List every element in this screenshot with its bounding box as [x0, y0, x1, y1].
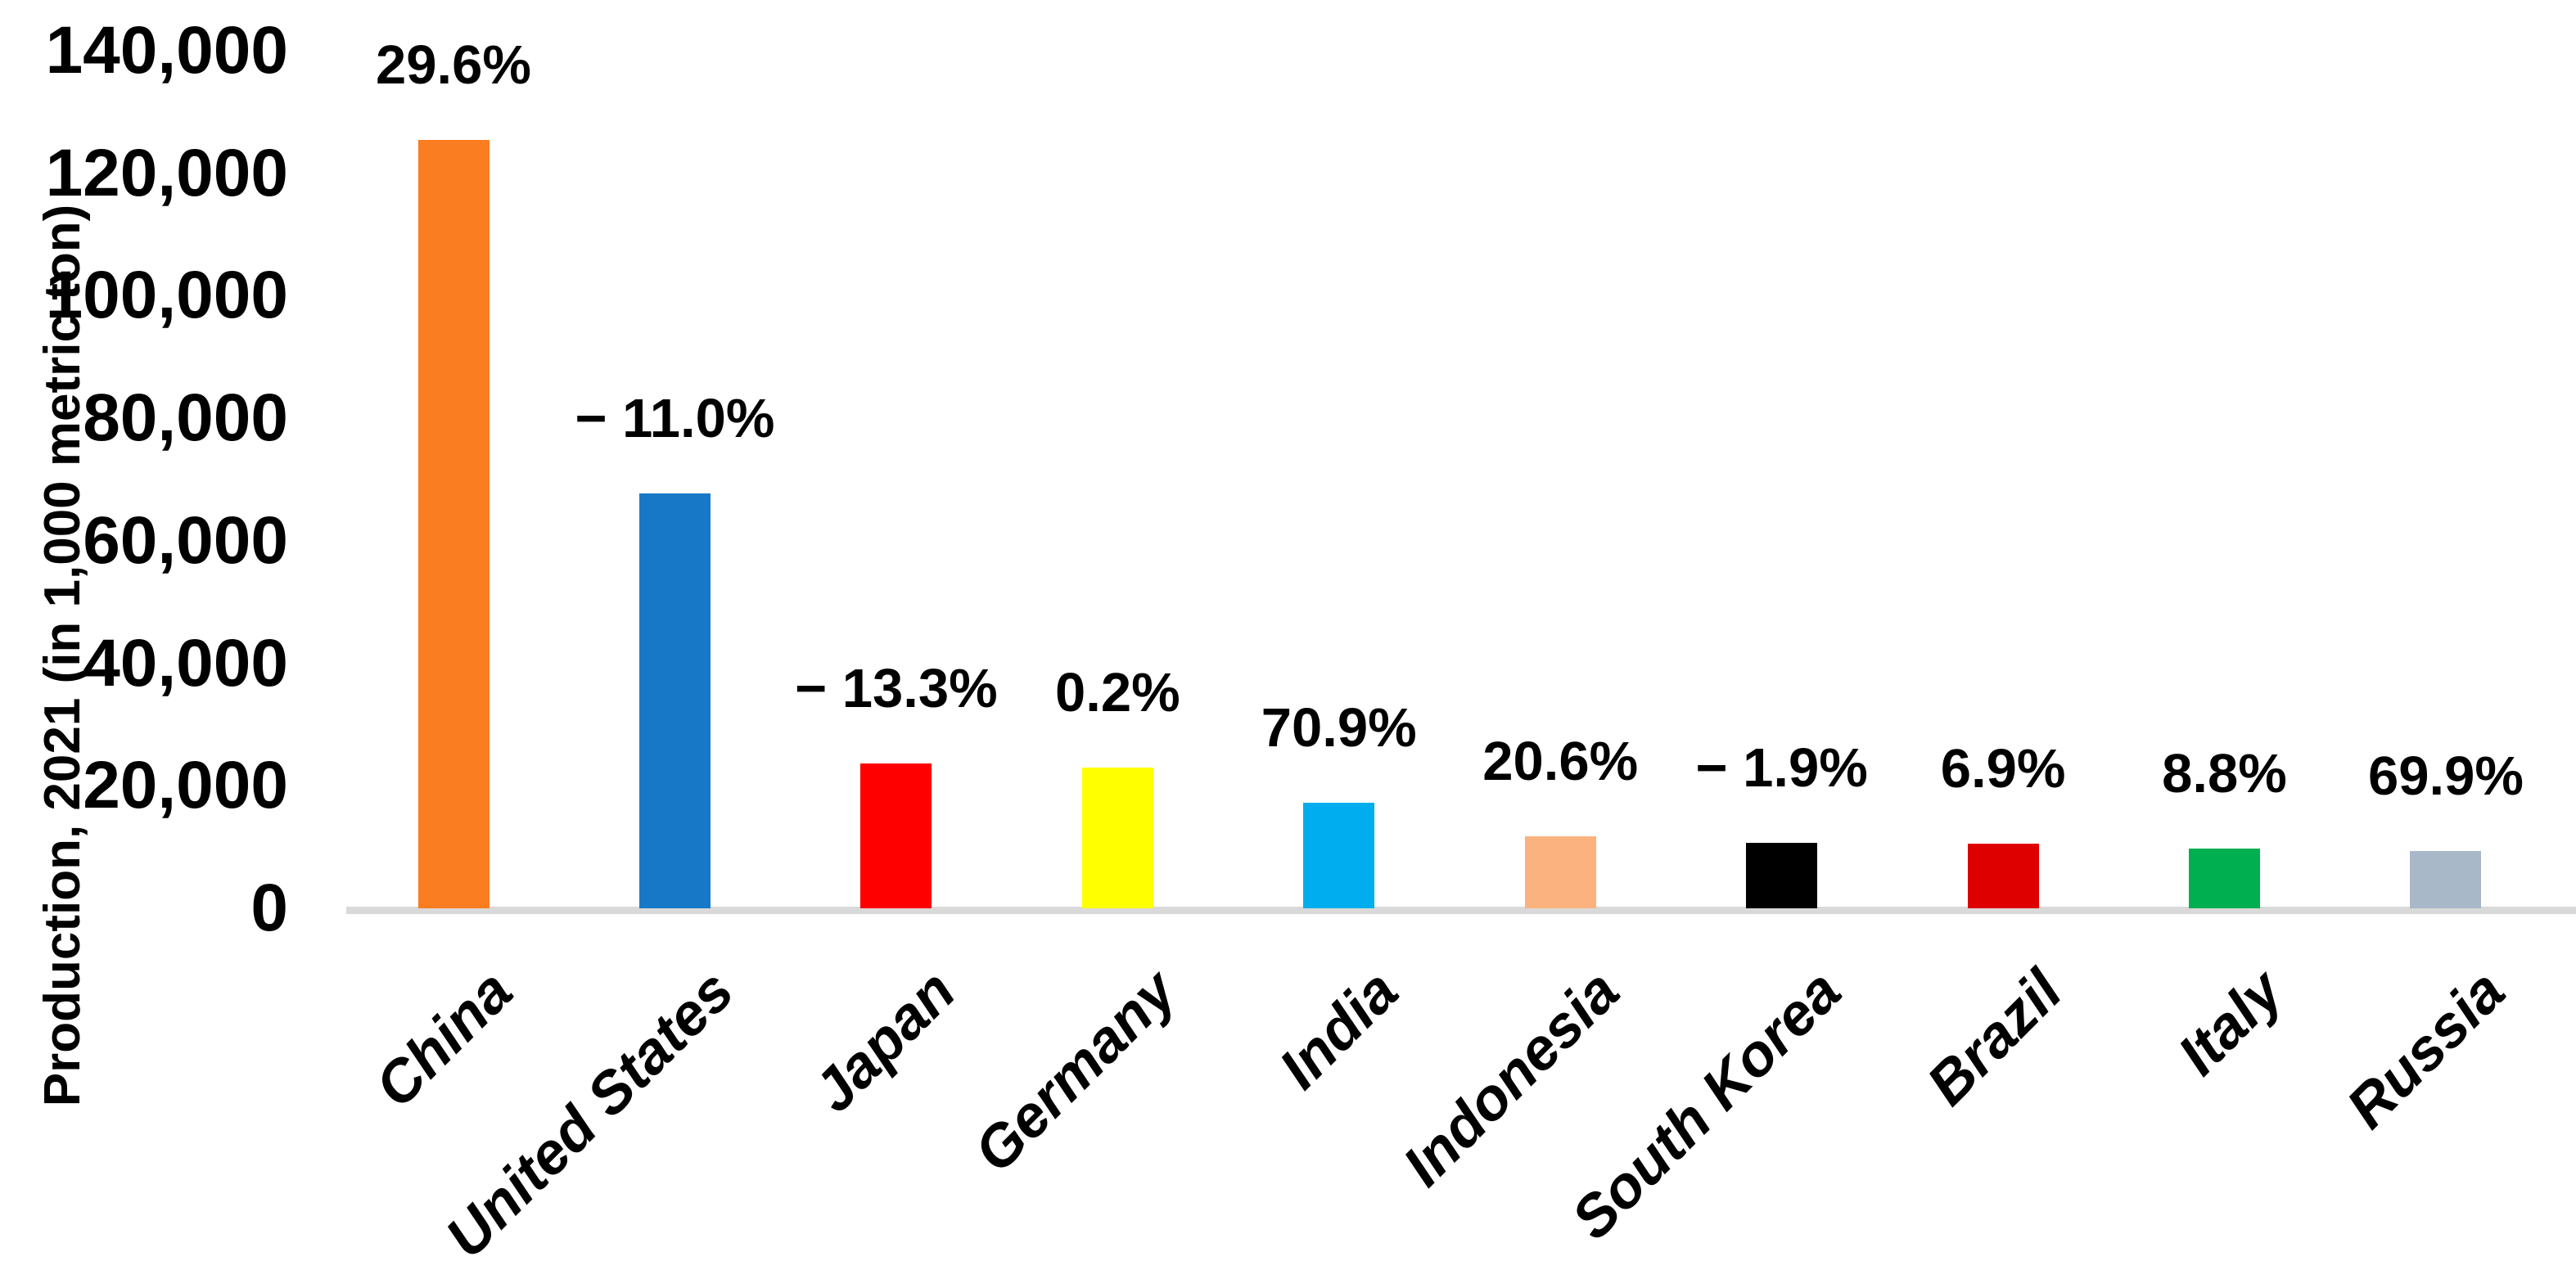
bar-japan	[860, 763, 932, 908]
bar-italy	[2189, 848, 2261, 908]
growth-label-brazil: 6.9%	[1940, 737, 2066, 799]
y-tick-label: 80,000	[83, 381, 288, 456]
growth-label-india: 70.9%	[1261, 697, 1417, 759]
bar-germany	[1081, 767, 1153, 908]
growth-label-indonesia: 20.6%	[1482, 730, 1639, 792]
y-tick-label: 120,000	[45, 135, 288, 210]
growth-label-china: 29.6%	[376, 34, 531, 96]
category-label-china: China	[363, 957, 526, 1120]
growth-label-japan: − 13.3%	[795, 658, 998, 720]
growth-label-italy: 8.8%	[2162, 742, 2287, 804]
bar-south-korea	[1746, 842, 1818, 908]
bar-russia	[2410, 850, 2482, 908]
y-tick-label: 60,000	[83, 502, 288, 578]
y-tick-label: 100,000	[45, 258, 288, 333]
x-axis-line	[346, 907, 2576, 914]
category-label-india: India	[1266, 957, 1411, 1102]
growth-label-germany: 0.2%	[1054, 661, 1180, 723]
growth-label-united-states: − 11.0%	[575, 388, 775, 450]
category-label-italy: Italy	[2166, 957, 2296, 1088]
bar-brazil	[1967, 843, 2039, 908]
category-label-germany: Germany	[962, 957, 1189, 1186]
y-tick-label: 140,000	[45, 13, 288, 88]
bar-china	[417, 139, 489, 908]
category-label-indonesia: Indonesia	[1391, 957, 1632, 1199]
category-label-japan: Japan	[801, 957, 968, 1125]
category-label-brazil: Brazil	[1915, 957, 2075, 1118]
y-tick-label: 20,000	[83, 748, 288, 823]
y-tick-label: 40,000	[83, 625, 288, 700]
growth-label-russia: 69.9%	[2367, 745, 2524, 807]
bar-indonesia	[1524, 835, 1596, 908]
y-tick-label: 0	[250, 871, 288, 945]
category-label-russia: Russia	[2334, 957, 2518, 1142]
bar-india	[1303, 803, 1375, 908]
bar-united-states	[638, 493, 711, 908]
growth-label-south-korea: − 1.9%	[1695, 736, 1868, 799]
